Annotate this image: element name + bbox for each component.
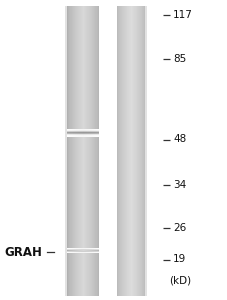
Text: 117: 117 [173, 10, 192, 20]
Bar [84, 6, 85, 296]
Bar [86, 6, 87, 296]
Text: 85: 85 [173, 53, 186, 64]
Text: 34: 34 [173, 179, 186, 190]
Bar [134, 6, 135, 296]
Bar [133, 6, 134, 296]
Text: (kD): (kD) [168, 275, 190, 286]
Bar [117, 6, 118, 296]
Bar [93, 6, 94, 296]
Bar [75, 6, 76, 296]
Bar [142, 6, 143, 296]
Bar [126, 6, 127, 296]
Bar [85, 6, 86, 296]
Bar [143, 6, 144, 296]
Text: 26: 26 [173, 223, 186, 233]
Text: GRAH: GRAH [5, 245, 42, 259]
Bar [89, 6, 90, 296]
Bar [80, 6, 81, 296]
Bar [125, 6, 126, 296]
Bar [132, 6, 133, 296]
Bar [124, 6, 125, 296]
Bar [68, 6, 69, 296]
Bar [98, 6, 99, 296]
Bar [136, 6, 137, 296]
Bar [71, 6, 72, 296]
Bar [118, 6, 119, 296]
Bar [131, 6, 132, 296]
Bar [73, 6, 74, 296]
Bar [99, 6, 117, 296]
Bar [130, 6, 131, 296]
Bar [95, 6, 96, 296]
Bar [82, 6, 83, 296]
Bar [135, 6, 136, 296]
Bar [77, 6, 78, 296]
Bar [76, 6, 77, 296]
Bar [120, 6, 121, 296]
Bar [67, 6, 68, 296]
Bar [94, 6, 95, 296]
Bar [90, 6, 91, 296]
Bar [129, 6, 130, 296]
Bar [122, 6, 123, 296]
Bar [79, 6, 80, 296]
Bar [141, 6, 142, 296]
Bar [65, 6, 146, 296]
Bar [97, 6, 98, 296]
Text: 19: 19 [173, 254, 186, 265]
Bar [128, 6, 129, 296]
Bar [96, 6, 97, 296]
Bar [78, 6, 79, 296]
Bar [138, 6, 139, 296]
Bar [137, 6, 138, 296]
Bar [121, 6, 122, 296]
Bar [88, 6, 89, 296]
Bar [119, 6, 120, 296]
Bar [123, 6, 124, 296]
Bar [87, 6, 88, 296]
Bar [83, 6, 84, 296]
Bar [74, 6, 75, 296]
Bar [69, 6, 70, 296]
Bar [81, 6, 82, 296]
Bar [72, 6, 73, 296]
Bar [139, 6, 140, 296]
Bar [127, 6, 128, 296]
Bar [92, 6, 93, 296]
Bar [140, 6, 141, 296]
Bar [91, 6, 92, 296]
Bar [70, 6, 71, 296]
Text: 48: 48 [173, 134, 186, 145]
